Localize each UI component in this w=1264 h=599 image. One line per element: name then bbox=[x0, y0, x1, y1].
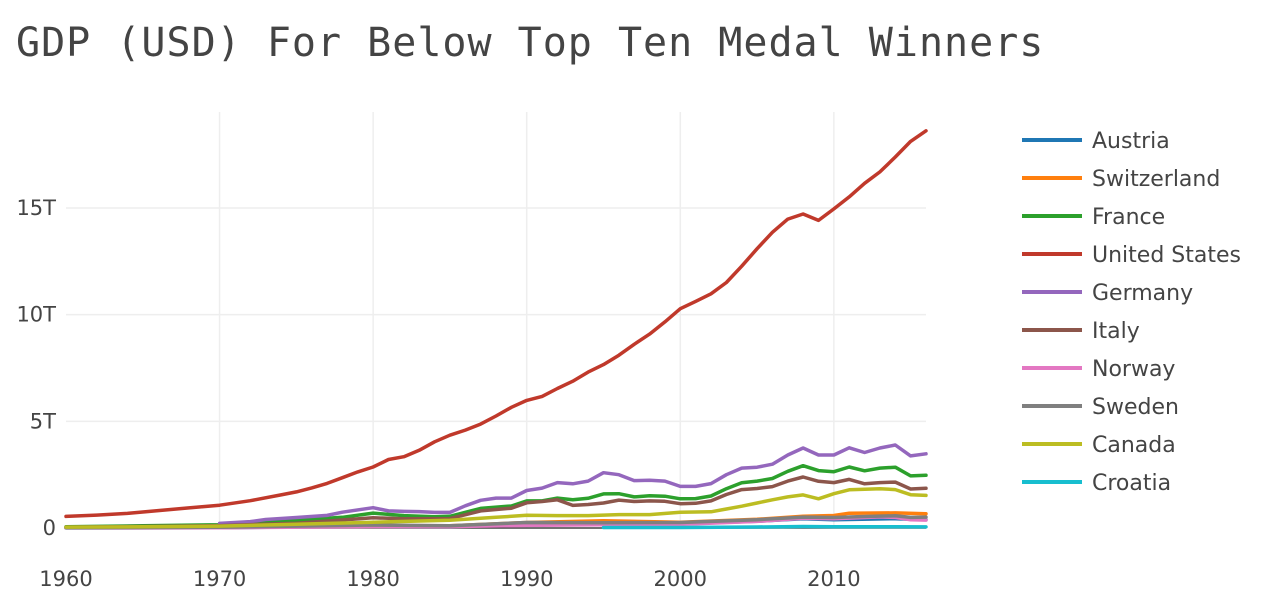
chart-title: GDP (USD) For Below Top Ten Medal Winner… bbox=[16, 20, 1044, 66]
legend-label: Sweden bbox=[1092, 395, 1179, 420]
legend-label: Canada bbox=[1092, 433, 1176, 458]
legend-item[interactable]: United States bbox=[1022, 243, 1241, 268]
axes: 1960 1970 1980 1990 2000 2010 0 5T 10T 15T bbox=[16, 196, 926, 591]
plot-area bbox=[64, 129, 928, 530]
series-line-france[interactable] bbox=[64, 463, 928, 529]
legend-item[interactable]: Germany bbox=[1022, 281, 1193, 306]
legend-label: Italy bbox=[1092, 319, 1140, 344]
series-line-canada[interactable] bbox=[64, 486, 928, 529]
x-tick-label: 2010 bbox=[807, 567, 860, 591]
x-tick-label: 2000 bbox=[654, 567, 707, 591]
series-line-sweden[interactable] bbox=[64, 514, 928, 530]
legend-label: Austria bbox=[1092, 129, 1170, 154]
legend-item[interactable]: Croatia bbox=[1022, 471, 1171, 496]
grid bbox=[66, 112, 926, 528]
x-tick-label: 1990 bbox=[500, 567, 553, 591]
legend-label: Croatia bbox=[1092, 471, 1171, 496]
y-tick-label: 10T bbox=[16, 303, 56, 327]
y-tick-label: 15T bbox=[16, 196, 56, 220]
y-tick-label: 0 bbox=[43, 516, 56, 540]
x-tick-label: 1970 bbox=[193, 567, 246, 591]
legend-label: United States bbox=[1092, 243, 1241, 268]
legend-item[interactable]: Canada bbox=[1022, 433, 1176, 458]
series-line-italy[interactable] bbox=[64, 475, 928, 529]
legend-label: Switzerland bbox=[1092, 167, 1220, 192]
legend-item[interactable]: Austria bbox=[1022, 129, 1170, 154]
series-line-germany[interactable] bbox=[217, 443, 928, 526]
x-tick-label: 1960 bbox=[39, 567, 92, 591]
legend-item[interactable]: Switzerland bbox=[1022, 167, 1220, 192]
x-tick-label: 1980 bbox=[346, 567, 399, 591]
legend-label: Norway bbox=[1092, 357, 1175, 382]
legend-item[interactable]: France bbox=[1022, 205, 1165, 230]
series-line-united-states[interactable] bbox=[64, 129, 928, 519]
series-line-croatia[interactable] bbox=[601, 524, 928, 530]
legend: Austria Switzerland France United States Ger… bbox=[1022, 129, 1241, 496]
y-tick-label: 5T bbox=[30, 409, 56, 433]
legend-item[interactable]: Italy bbox=[1022, 319, 1140, 344]
legend-label: Germany bbox=[1092, 281, 1193, 306]
legend-label: France bbox=[1092, 205, 1165, 230]
legend-item[interactable]: Sweden bbox=[1022, 395, 1179, 420]
legend-item[interactable]: Norway bbox=[1022, 357, 1175, 382]
